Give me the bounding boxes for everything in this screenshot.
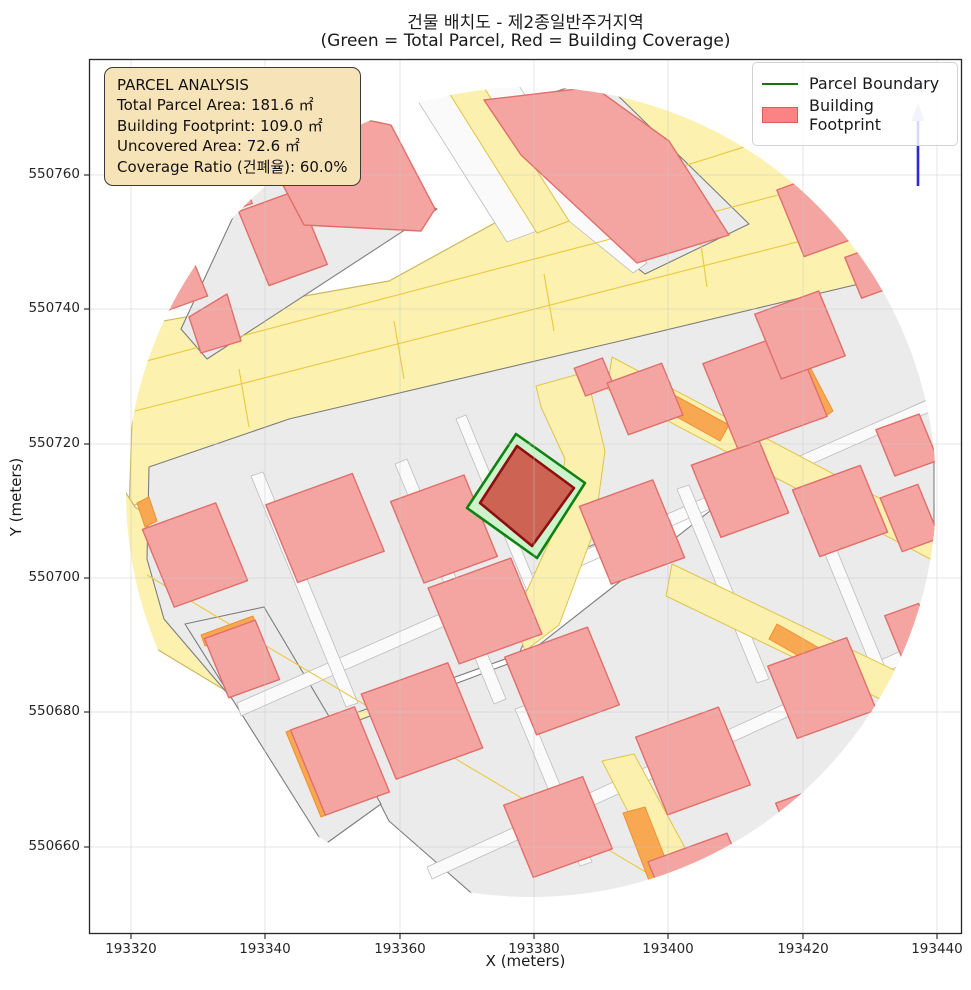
x-tick-label: 193340 (239, 941, 291, 957)
building (606, 362, 684, 436)
y-axis-label: Y (meters) (7, 457, 25, 537)
map-layers (126, 87, 936, 897)
road-line (238, 368, 250, 428)
building (578, 479, 686, 585)
x-tick-label: 193320 (105, 941, 157, 957)
axes-spines (88, 58, 963, 935)
y-tick-label: 550660 (28, 838, 80, 854)
building (289, 706, 391, 816)
building (427, 557, 543, 665)
x-tick-label: 193380 (508, 941, 560, 957)
sidewalk-orange (136, 496, 158, 528)
legend-label: Building Footprint (809, 96, 882, 134)
y-tick-label: 550680 (28, 703, 80, 719)
y-tick-label: 550720 (28, 435, 80, 451)
building (766, 636, 878, 740)
page-title: 건물 배치도 - 제2종일반주거지역 (407, 13, 644, 33)
building (875, 413, 936, 477)
analysis-line-total: Total Parcel Area: 181.6 ㎡ (117, 96, 314, 115)
analysis-line-coverage: Coverage Ratio (건폐율): 60.0% (117, 157, 348, 176)
parcel-analysis-box: PARCEL ANALYSIS Total Parcel Area: 181.6… (104, 67, 361, 186)
legend-item-parcel-boundary: Parcel Boundary (762, 74, 948, 93)
y-tick-label: 550740 (28, 300, 80, 316)
analysis-line-uncovered: Uncovered Area: 72.6 ㎡ (117, 137, 300, 156)
legend-item-building-footprint: Building Footprint (762, 96, 948, 134)
street-yellow (438, 87, 570, 234)
page-subtitle: (Green = Total Parcel, Red = Building Co… (320, 31, 731, 51)
building (754, 290, 846, 380)
building (360, 662, 484, 780)
x-axis-label: X (meters) (485, 952, 566, 970)
subject-building (478, 444, 576, 548)
y-tick-label: 550700 (28, 569, 80, 585)
parcel-boundary-line-swatch (762, 82, 798, 85)
x-tick-label: 193420 (777, 941, 829, 957)
building (141, 502, 249, 608)
road-line (393, 320, 405, 380)
building (483, 87, 730, 264)
building (879, 483, 936, 553)
building (791, 464, 889, 558)
building (265, 472, 385, 584)
building-footprint-patch-swatch (762, 107, 798, 123)
building (634, 706, 752, 816)
building (203, 619, 281, 699)
building (502, 775, 614, 879)
y-tick-label: 550760 (28, 166, 80, 182)
building (690, 439, 790, 539)
building (188, 293, 242, 354)
x-tick-label: 193440 (911, 941, 963, 957)
building (573, 357, 615, 397)
x-tick-label: 193400 (642, 941, 694, 957)
building (503, 626, 621, 736)
legend: Parcel Boundary Building Footprint (752, 62, 958, 146)
road-line (846, 190, 856, 248)
road-line (543, 273, 555, 332)
x-tick-label: 193360 (374, 941, 426, 957)
analysis-line-footprint: Building Footprint: 109.0 ㎡ (117, 116, 323, 135)
analysis-title: PARCEL ANALYSIS (117, 76, 249, 94)
legend-label: Parcel Boundary (809, 74, 940, 93)
